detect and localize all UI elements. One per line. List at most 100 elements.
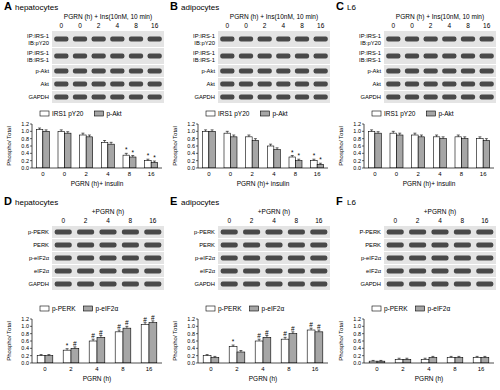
- y-tick-label: 0.0: [187, 360, 195, 366]
- bar: [455, 358, 463, 364]
- panel: BadipocytesPGRN (h) + Ins(10nM, 10 min)0…: [170, 0, 330, 188]
- blot-header: +PGRN (h): [258, 208, 290, 216]
- blot-band: [243, 243, 260, 248]
- error-bar: [151, 321, 154, 323]
- blot-row-label: GAPDH: [360, 281, 381, 287]
- blot-band: [476, 269, 493, 274]
- panel-title: L6: [347, 198, 356, 207]
- bar: [281, 339, 289, 363]
- x-tick-label: 4: [427, 366, 431, 372]
- legend-swatch: [40, 111, 49, 116]
- bar: [429, 358, 437, 364]
- blot-band: [476, 256, 493, 261]
- blot-header: PGRN (h) + Ins(10nM, 10 min): [230, 13, 318, 21]
- blot-band: [99, 269, 116, 274]
- y-axis: [32, 319, 33, 363]
- bar: [418, 137, 425, 168]
- blot-band: [239, 69, 253, 74]
- blot-band: [110, 37, 124, 42]
- legend-swatch: [426, 111, 435, 116]
- bar: [263, 337, 271, 363]
- blot-band: [288, 256, 305, 261]
- blot-band: [295, 54, 309, 59]
- blot-band: [54, 54, 68, 59]
- blot-strip: [52, 48, 164, 64]
- error-bar: [92, 339, 95, 341]
- blot-band: [288, 243, 305, 248]
- blot-band: [73, 82, 87, 87]
- x-tick-label: 4: [261, 366, 265, 372]
- blot-band: [454, 243, 471, 248]
- blot-band: [310, 230, 327, 235]
- blot-row-label: PERK: [199, 242, 215, 248]
- bar: [97, 337, 105, 363]
- blot-band: [221, 230, 238, 235]
- blot-band: [461, 54, 475, 59]
- error-bar: [377, 132, 380, 133]
- blot-band: [405, 82, 419, 87]
- error-bar: [319, 163, 322, 164]
- blot-band: [220, 82, 234, 87]
- blot-row-label: IP:IRS-1: [193, 50, 215, 56]
- blot-band: [431, 269, 448, 274]
- error-bar: [291, 332, 294, 334]
- bar: [231, 137, 238, 168]
- lane-label: 16: [483, 22, 491, 29]
- blot-band: [243, 269, 260, 274]
- bar: [63, 350, 71, 363]
- blot-row-label: IP:IRS-1: [27, 33, 49, 39]
- lane-label: 16: [151, 22, 159, 29]
- annotation: *: [153, 154, 156, 161]
- blot-strip: [384, 48, 496, 64]
- blot-band: [122, 282, 139, 287]
- bar: [307, 330, 315, 363]
- x-tick-label: 0: [43, 366, 47, 372]
- error-bar: [392, 131, 395, 133]
- x-tick-label: 0: [209, 366, 213, 372]
- blot-band: [243, 230, 260, 235]
- blot-band: [92, 54, 106, 59]
- y-tick-label: 1.0: [21, 128, 29, 134]
- x-tick-label: 0: [41, 171, 45, 177]
- lane-label: 16: [317, 22, 325, 29]
- blot-header: PGRN (h) + Ins(10nM, 10 min): [396, 13, 484, 21]
- error-bar: [258, 339, 261, 341]
- panel-letter: E: [170, 195, 177, 207]
- blot-band: [310, 282, 327, 287]
- error-bar: [99, 336, 102, 338]
- error-bar: [239, 351, 242, 352]
- annotation: #: [99, 329, 103, 336]
- blot-row-label: IB:IRS-1: [193, 57, 215, 63]
- error-bar: [125, 326, 128, 328]
- x-tick-label: 16: [148, 171, 155, 177]
- error-bar: [457, 135, 460, 137]
- blot-band: [77, 243, 94, 248]
- bar: [80, 135, 87, 168]
- blot-band: [295, 37, 309, 42]
- blot-band: [405, 37, 419, 42]
- blot-band: [55, 243, 72, 248]
- lane-label: 0: [226, 22, 230, 29]
- error-bar: [73, 347, 76, 348]
- y-axis-title: Phospho/ Total: [338, 126, 344, 166]
- blot-band: [77, 282, 94, 287]
- blot-row-label: IP:IRS-1: [359, 33, 381, 39]
- blot-band: [454, 282, 471, 287]
- blot-band: [442, 69, 456, 74]
- blot-band: [55, 230, 72, 235]
- blot-band: [54, 37, 68, 42]
- legend-swatch: [206, 111, 215, 116]
- error-bar: [450, 356, 453, 357]
- error-bar: [476, 356, 479, 357]
- y-axis-title: Phospho/ Total: [338, 321, 344, 361]
- x-tick-label: 0: [63, 171, 67, 177]
- bar: [211, 358, 219, 364]
- blot-band: [386, 95, 400, 100]
- blot-band: [314, 54, 328, 59]
- y-tick-label: 0.6: [21, 143, 29, 149]
- blot-band: [220, 95, 234, 100]
- blot-band: [409, 230, 426, 235]
- annotation: *: [319, 156, 322, 163]
- bar: [368, 131, 375, 168]
- blot-band: [276, 95, 290, 100]
